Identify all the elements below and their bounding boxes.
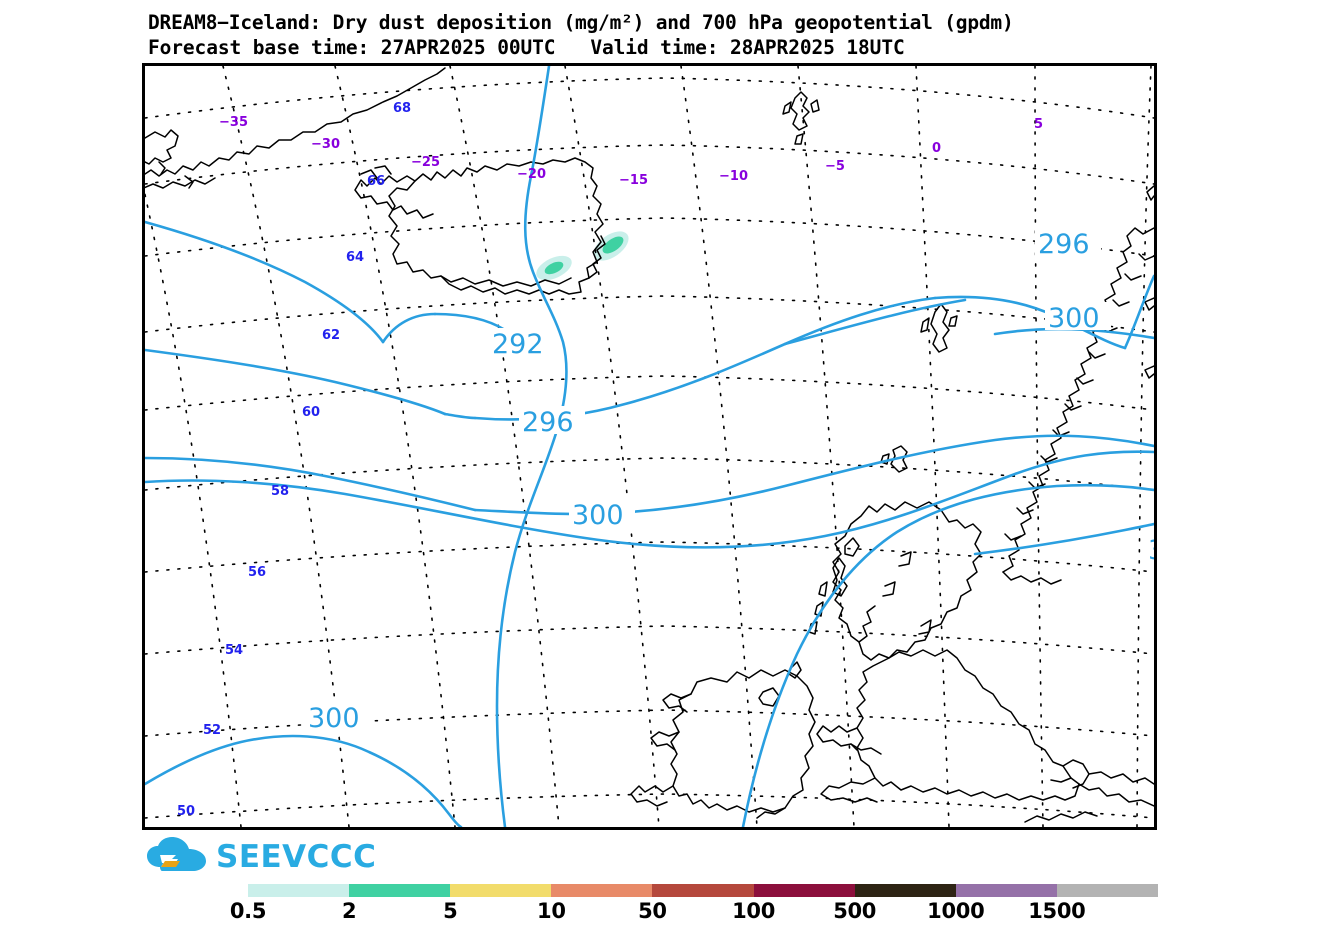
geopotential-contours bbox=[145, 66, 1154, 827]
lat-label-56: 56 bbox=[248, 565, 266, 580]
lon-label-m30: −30 bbox=[311, 137, 340, 152]
contour-label-300-east: 300 bbox=[1048, 303, 1100, 334]
colorbar-strip bbox=[248, 884, 1158, 897]
cloud-icon bbox=[147, 837, 206, 871]
lon-label-m5: −5 bbox=[825, 159, 845, 174]
map-canvas[interactable]: 292 296 300 296 300 312 300 68 bbox=[145, 66, 1154, 827]
colorbar-segment bbox=[652, 884, 754, 897]
page-title: DREAM8−Iceland: Dry dust deposition (mg/… bbox=[148, 10, 1318, 60]
contour-label-300-west: 300 bbox=[572, 500, 624, 531]
colorbar-segment bbox=[450, 884, 552, 897]
lat-label-50: 50 bbox=[177, 804, 195, 819]
lat-label-58: 58 bbox=[271, 484, 289, 499]
lat-label-54: 54 bbox=[225, 643, 243, 658]
logo-text: SEEVCCC bbox=[216, 838, 377, 875]
colorbar-tick: 2 bbox=[341, 899, 357, 923]
graticule bbox=[145, 66, 1154, 827]
colorbar-segment bbox=[1056, 884, 1158, 897]
lat-label-52: 52 bbox=[203, 723, 221, 738]
coastline-ireland bbox=[630, 669, 816, 819]
lon-label-5: 5 bbox=[1034, 117, 1043, 132]
lat-label-64: 64 bbox=[346, 250, 364, 265]
colorbar[interactable]: 0.5 2 5 10 50 100 500 1000 1500 bbox=[230, 884, 1158, 925]
deposition-field bbox=[536, 231, 629, 281]
coastline-scotland bbox=[832, 501, 982, 661]
title-line-variable: DREAM8−Iceland: Dry dust deposition (mg/… bbox=[148, 11, 1014, 34]
colorbar-segment bbox=[551, 884, 653, 897]
coastline-iceland bbox=[354, 157, 606, 295]
colorbar-segment bbox=[854, 884, 956, 897]
colorbar-tick: 0.5 bbox=[229, 899, 267, 923]
contour-labels: 292 296 300 296 300 312 300 bbox=[305, 228, 1154, 734]
colorbar-tick: 50 bbox=[638, 899, 667, 923]
lon-label-m10: −10 bbox=[719, 169, 748, 184]
colorbar-segment bbox=[248, 884, 350, 897]
colorbar-tick: 1500 bbox=[1028, 899, 1086, 923]
coastline-continent-south bbox=[1024, 771, 1154, 823]
colorbar-segment bbox=[349, 884, 451, 897]
lon-label-m25: −25 bbox=[411, 155, 440, 170]
latitude-labels: 68 66 64 62 60 58 56 54 52 50 bbox=[177, 101, 411, 819]
colorbar-tick: 10 bbox=[537, 899, 566, 923]
coastline-norway bbox=[1002, 185, 1154, 585]
longitude-labels: −35 −30 −25 −20 −15 −10 −5 0 5 bbox=[219, 115, 1043, 188]
colorbar-tick-labels: 0.5 2 5 10 50 100 500 1000 1500 bbox=[230, 899, 1158, 925]
contour-label-300-southwest: 300 bbox=[308, 703, 360, 734]
colorbar-tick: 500 bbox=[833, 899, 877, 923]
lat-label-68: 68 bbox=[393, 101, 411, 116]
colorbar-tick: 100 bbox=[732, 899, 776, 923]
lon-label-0: 0 bbox=[932, 141, 941, 156]
contour-label-296-west: 296 bbox=[522, 407, 574, 438]
lat-label-60: 60 bbox=[302, 405, 320, 420]
contour-label-312: 312 bbox=[1148, 535, 1154, 566]
title-line-times: Forecast base time: 27APR2025 00UTC Vali… bbox=[148, 36, 905, 59]
contour-label-296-east: 296 bbox=[1038, 229, 1090, 260]
coastlines bbox=[145, 67, 1154, 823]
colorbar-tick: 5 bbox=[443, 899, 458, 923]
seevccc-logo[interactable]: SEEVCCC bbox=[146, 836, 376, 878]
lon-label-m35: −35 bbox=[219, 115, 248, 130]
lat-label-66: 66 bbox=[367, 174, 385, 189]
coastline-faroe bbox=[782, 91, 820, 145]
coastline-shetland bbox=[920, 303, 958, 353]
lat-label-62: 62 bbox=[322, 328, 340, 343]
colorbar-tick: 1000 bbox=[927, 899, 985, 923]
colorbar-segment bbox=[955, 884, 1057, 897]
lon-label-m20: −20 bbox=[517, 167, 546, 182]
lon-label-m15: −15 bbox=[619, 173, 648, 188]
map-frame[interactable]: 292 296 300 296 300 312 300 68 bbox=[142, 63, 1157, 830]
coastline-greenland bbox=[145, 67, 446, 189]
contour-label-292: 292 bbox=[492, 329, 544, 360]
coastline-england-wales bbox=[816, 649, 1090, 803]
colorbar-segment bbox=[753, 884, 855, 897]
